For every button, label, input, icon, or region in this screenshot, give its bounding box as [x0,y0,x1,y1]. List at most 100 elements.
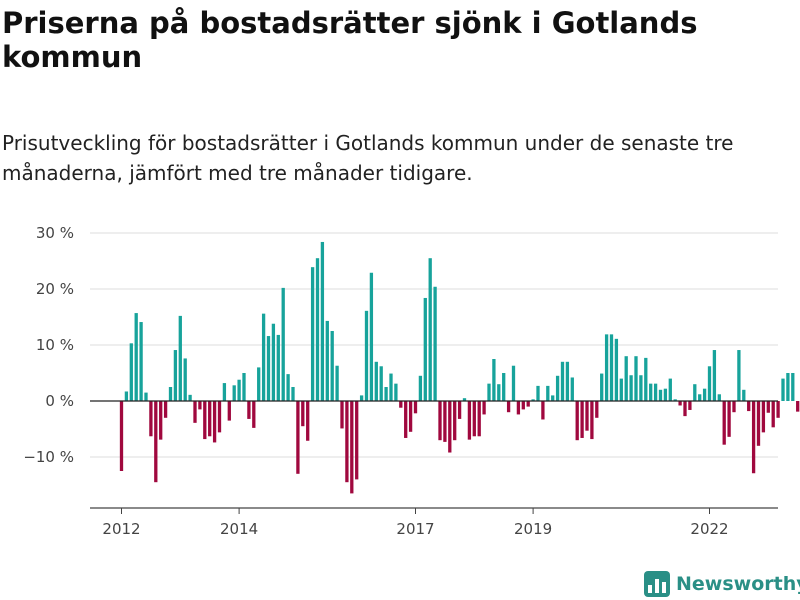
bar [747,401,751,412]
bar [266,336,271,401]
bar [511,365,516,401]
bar [644,357,648,401]
bar [247,401,251,419]
bar [649,383,653,401]
x-tick-label: 2022 [690,520,728,538]
bar [629,375,633,401]
bar [551,395,555,401]
bar [350,401,354,494]
bar [399,401,403,408]
bar [737,350,741,401]
bar [712,350,717,401]
bar [428,258,432,401]
bar [781,378,785,401]
bar [688,401,692,410]
bar [139,322,143,401]
bar [604,334,609,401]
bar [624,356,628,401]
bar [673,399,677,401]
bar [453,401,457,441]
y-tick-label: 30 % [36,224,74,242]
bar [212,401,217,443]
y-tick-label: −10 % [23,448,74,466]
bar [756,401,761,446]
y-tick-label: 20 % [36,280,74,298]
x-axis: 201220142017201920222024 [102,508,729,538]
bar [516,401,521,415]
bar-chart: −10 % 0 % 10 % 20 % 30 % 2012 2014 2017 2019 202… [23,224,800,538]
bar [252,401,256,428]
bar [261,313,266,401]
bar [433,286,437,401]
bar [560,361,565,401]
bar [492,359,496,401]
bar [144,392,148,401]
bar [271,323,276,401]
bar [355,401,359,480]
bar [786,373,790,401]
bar [727,401,731,437]
bar [541,401,545,420]
bar [404,401,408,438]
bar [639,375,643,401]
bar [208,401,212,437]
newsworthy-logo-icon [644,571,670,597]
bar [791,373,795,401]
bar [408,401,413,432]
x-tick-label: 2017 [396,520,434,538]
bar [119,401,124,471]
bar [497,384,501,401]
bar [134,313,138,401]
bar [585,401,589,431]
y-axis: −10 % 0 % 10 % 20 % 30 % [23,224,74,466]
bar [384,387,388,401]
bar [776,401,780,418]
bar [766,401,770,413]
bar [286,374,290,401]
bar [149,401,153,437]
bar [173,350,178,401]
bar [457,401,462,419]
bar [193,401,197,423]
bar [291,387,295,401]
bar [369,272,374,401]
bar [443,401,447,442]
bar [707,366,712,401]
bar [634,356,638,401]
brand-name: Newsworthy [676,573,800,595]
bar [129,343,133,401]
bar [600,373,604,401]
bar [315,258,320,401]
bar [502,373,506,401]
bar [771,401,775,428]
bar [217,401,222,433]
bar [678,401,682,406]
bar [124,391,129,401]
bar [796,401,800,412]
bar [732,401,736,413]
bar [438,401,442,441]
bar [531,399,535,401]
x-tick-label: 2019 [514,520,552,538]
bar [183,358,187,401]
bar [379,366,383,401]
bar [702,388,707,401]
bar [722,401,726,445]
bar [472,401,476,437]
bar [742,389,746,401]
bars [119,241,800,494]
bar [693,384,697,401]
bar [546,385,550,401]
bar [521,401,525,410]
bar [242,373,246,401]
bar [359,395,364,401]
bar [653,383,658,401]
bar [345,401,349,483]
bar [717,394,721,401]
bar [188,394,192,401]
chart-subtitle: Prisutveckling för bostadsrätter i Gotla… [2,131,734,185]
bar [178,315,182,401]
bar [555,375,560,401]
bar [232,385,236,401]
bar [536,385,540,401]
